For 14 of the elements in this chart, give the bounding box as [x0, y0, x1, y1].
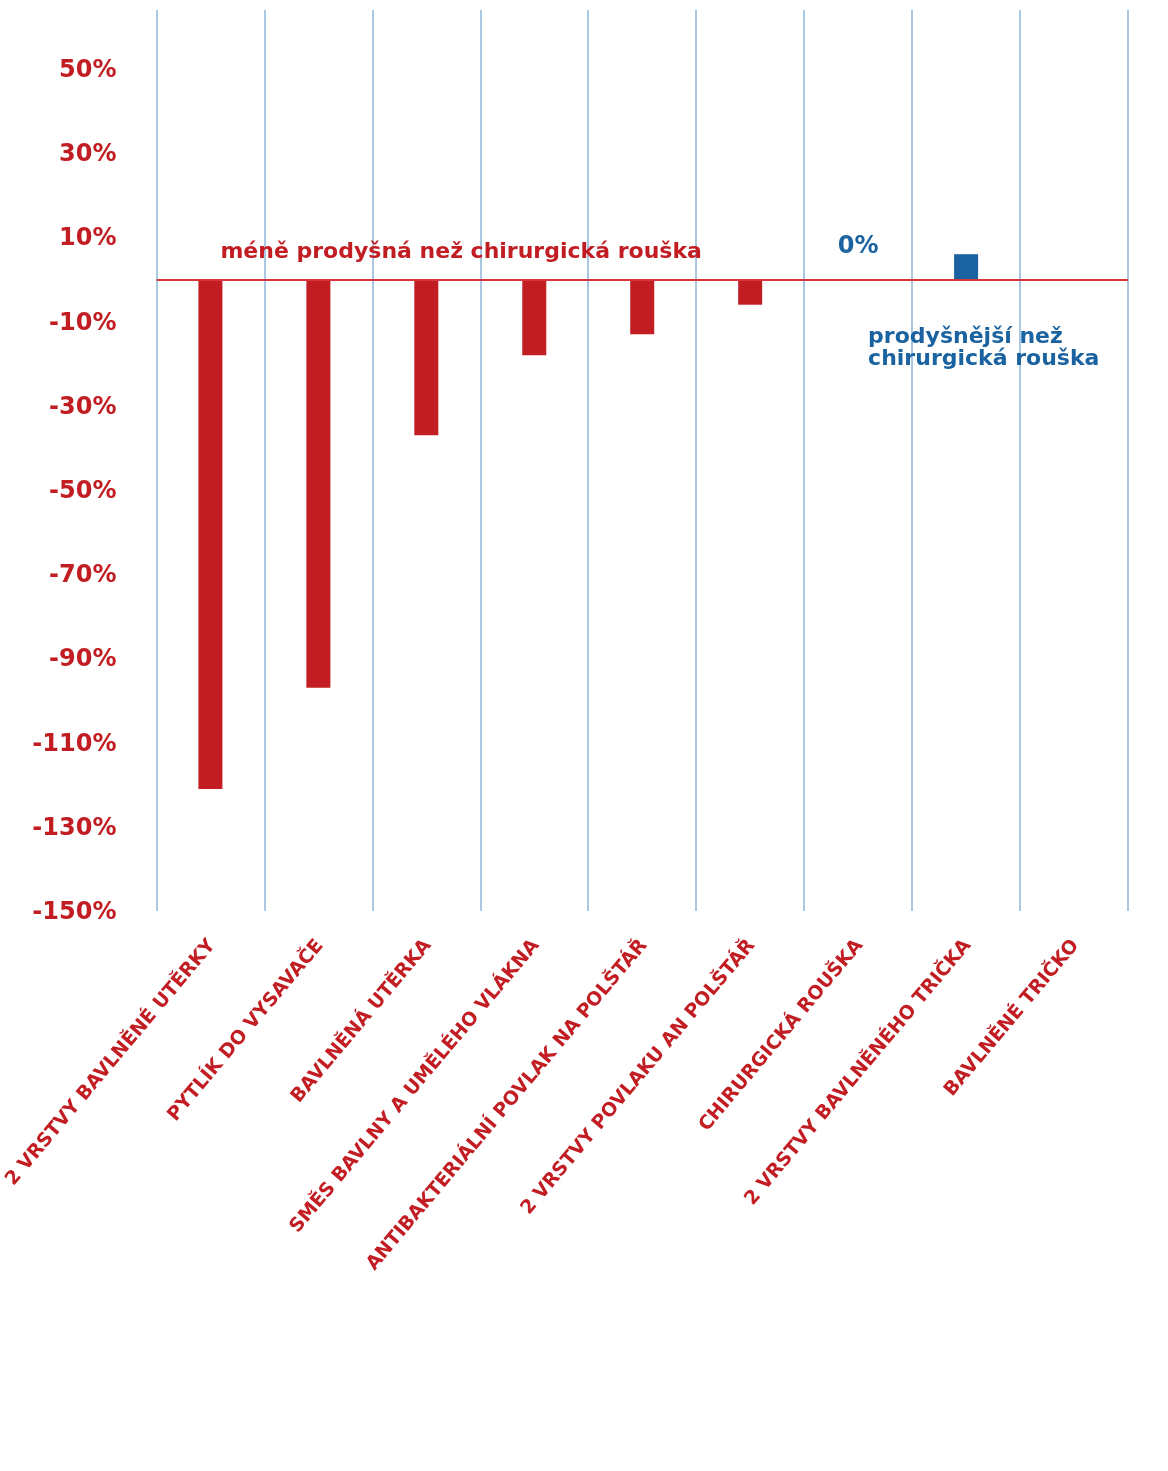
y-tick-label: -70%	[49, 560, 117, 589]
y-tick-label: 10%	[58, 223, 117, 252]
y-tick-label: 30%	[58, 139, 117, 168]
y-tick-label: -50%	[49, 475, 117, 504]
y-tick-label: 50%	[58, 54, 117, 83]
y-tick-label: -10%	[49, 307, 117, 336]
annotation: méně prodyšná než chirurgická rouška	[220, 237, 702, 263]
y-tick-label: -90%	[49, 644, 117, 673]
y-tick-label: -130%	[32, 812, 117, 841]
y-tick-label: -30%	[49, 391, 117, 420]
annotation: prodyšnější než chirurgická rouška	[868, 322, 1100, 370]
y-tick-label: -110%	[32, 728, 117, 757]
y-tick-label: -150%	[32, 897, 117, 925]
data-label: 0%	[837, 231, 879, 260]
